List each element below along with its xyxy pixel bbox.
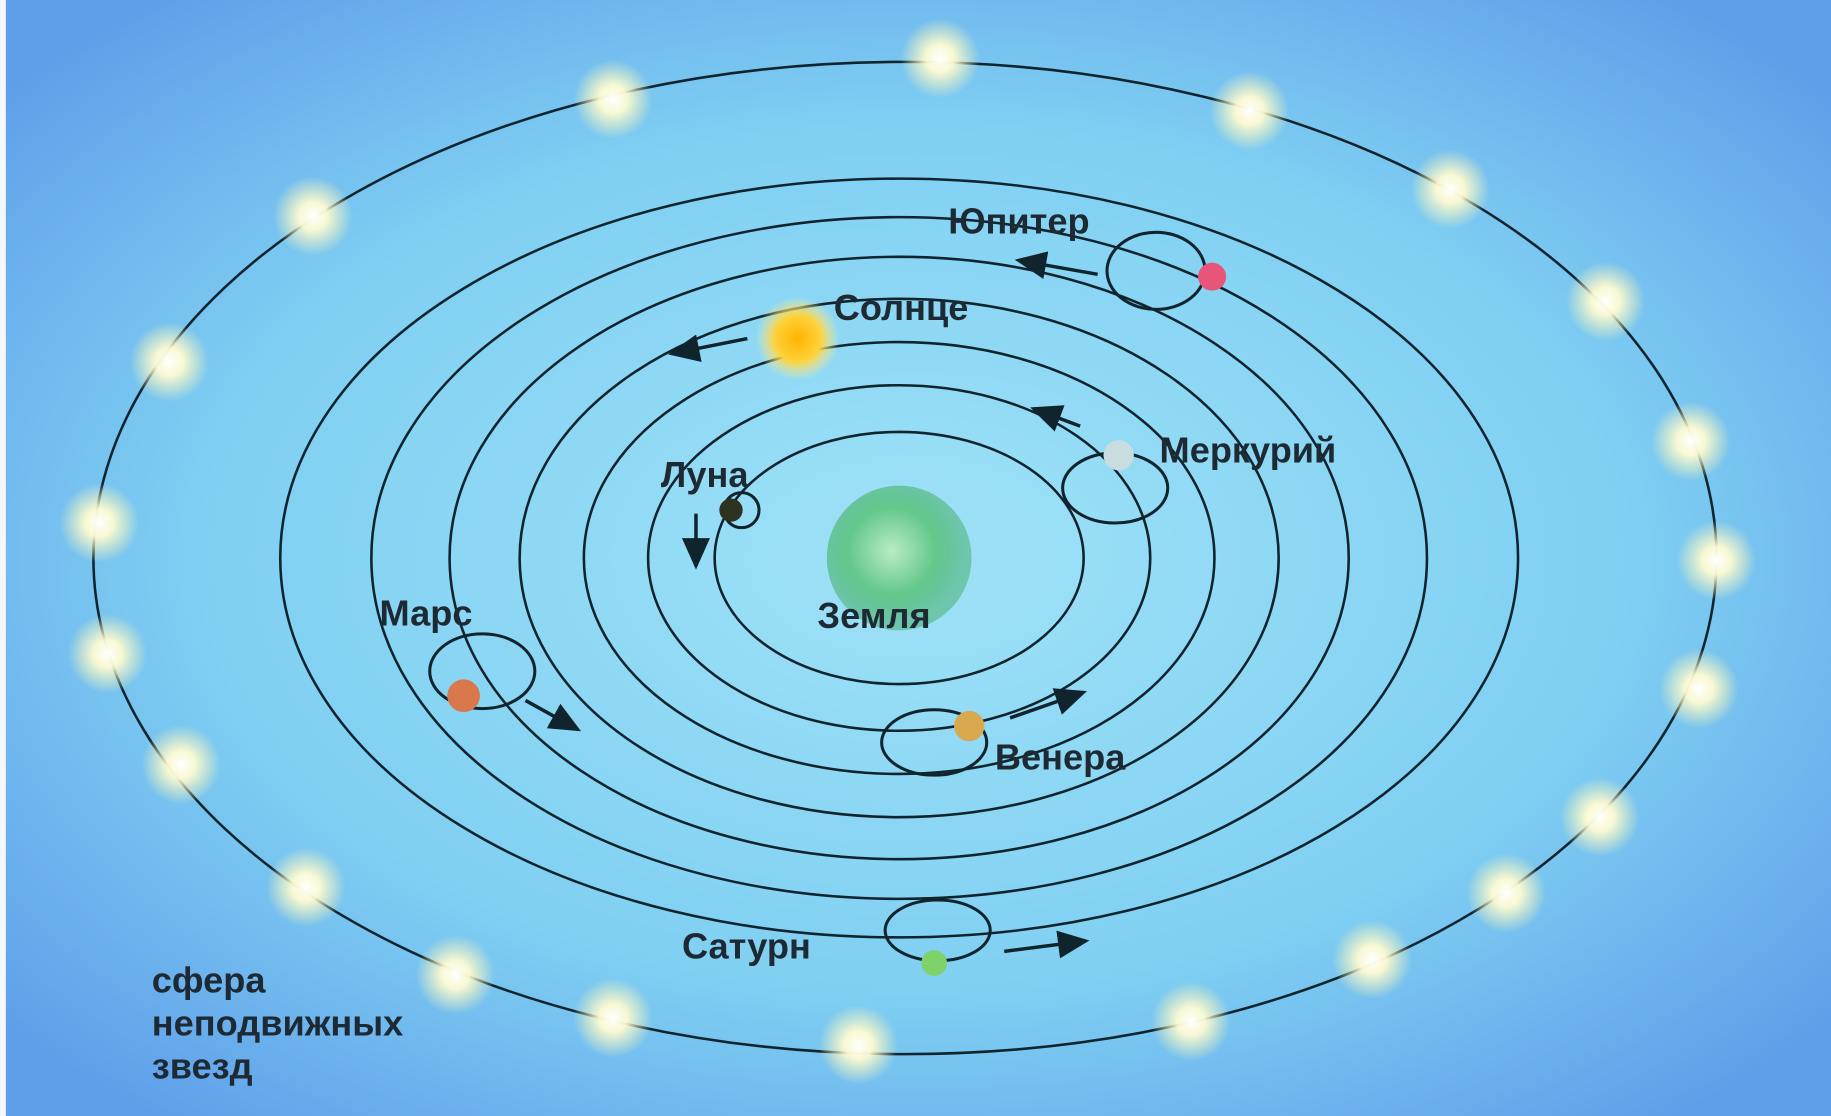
star — [573, 978, 652, 1057]
star — [573, 60, 652, 139]
label-moon: Луна — [661, 454, 749, 495]
label-mars: Марс — [380, 593, 473, 634]
star — [1677, 521, 1756, 600]
label-saturn: Сатурн — [682, 925, 811, 966]
star — [416, 935, 495, 1014]
label-mercury: Меркурий — [1160, 429, 1337, 470]
label-earth: Земля — [817, 595, 930, 636]
label-sun: Солнце — [834, 287, 969, 328]
star — [1332, 920, 1411, 999]
label-venus: Венера — [995, 736, 1126, 777]
star — [1651, 402, 1730, 481]
star — [1566, 261, 1645, 340]
body: Юпитер Солнце Меркурий Луна Земля Марс В… — [0, 0, 1831, 1116]
mercury — [1104, 440, 1134, 470]
star — [1151, 982, 1230, 1061]
saturn — [921, 950, 947, 976]
jupiter — [1198, 263, 1226, 291]
star — [273, 176, 352, 255]
sphere-label: звезд — [152, 1046, 253, 1087]
edge-strip — [0, 0, 6, 1116]
star — [900, 19, 979, 98]
star — [141, 725, 220, 804]
sun — [756, 297, 840, 381]
star — [1411, 149, 1490, 228]
star — [1659, 649, 1738, 728]
page: {"nodes": [ {"label": "Юпитер"}, {"label… — [0, 0, 1831, 1116]
star — [1560, 777, 1639, 856]
star — [1210, 71, 1289, 150]
star — [1467, 853, 1546, 932]
star — [68, 614, 147, 693]
geocentric-diagram: Юпитер Солнце Меркурий Луна Земля Марс В… — [0, 0, 1831, 1116]
venus — [954, 711, 984, 741]
star — [60, 483, 139, 562]
sphere-label: неподвижных — [152, 1002, 404, 1043]
star — [130, 322, 209, 401]
label-jupiter: Юпитер — [948, 200, 1089, 241]
moon — [719, 498, 742, 521]
mars — [447, 679, 480, 712]
star — [819, 1005, 898, 1084]
sphere-label: сфера — [152, 959, 267, 1000]
star — [266, 848, 345, 927]
